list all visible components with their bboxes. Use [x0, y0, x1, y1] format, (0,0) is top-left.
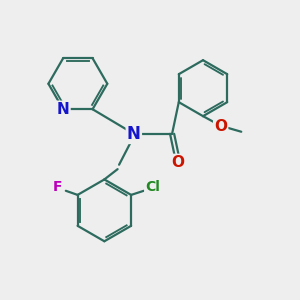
Text: F: F: [53, 180, 62, 194]
Text: O: O: [171, 155, 184, 170]
Text: O: O: [214, 119, 227, 134]
Text: N: N: [57, 102, 70, 117]
Text: N: N: [127, 125, 141, 143]
Text: Cl: Cl: [145, 180, 160, 194]
